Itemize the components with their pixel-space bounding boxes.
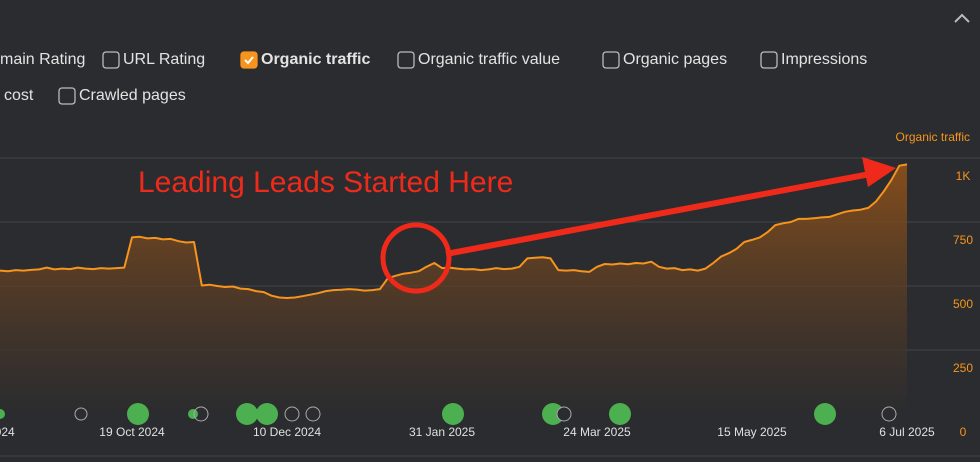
filter-label: Organic traffic <box>261 51 370 68</box>
x-tick-label: 10 Dec 2024 <box>253 425 321 439</box>
x-tick-label: 15 May 2025 <box>717 425 787 439</box>
checkbox[interactable] <box>602 51 620 69</box>
checkbox[interactable] <box>240 51 258 69</box>
y-tick-label: 750 <box>953 233 973 247</box>
checkbox[interactable] <box>397 51 415 69</box>
x-tick-label: 6 Jul 2025 <box>879 425 935 439</box>
filters: main Rating URL Rating Organic traffic Orga… <box>0 51 867 105</box>
y-tick-label: 1K <box>956 169 971 183</box>
filter-label: Organic pages <box>623 51 727 68</box>
annotation-shapes <box>380 157 896 294</box>
x-tick-label: 19 Oct 2024 <box>99 425 165 439</box>
y-tick-label: 250 <box>953 361 973 375</box>
filter-label: Organic traffic value <box>418 51 560 68</box>
y-tick-label: 500 <box>953 297 973 311</box>
event-markers <box>0 403 897 425</box>
area <box>0 164 907 414</box>
collapse-chevron[interactable] <box>954 13 970 23</box>
y-tick-label: 0 <box>960 425 967 439</box>
checkbox[interactable] <box>58 87 76 105</box>
x-axis: 2024 19 Oct 2024 10 Dec 2024 31 Jan 2025 24 … <box>0 425 935 439</box>
line <box>0 163 908 299</box>
checkmark <box>244 56 254 65</box>
filter-label: main Rating <box>0 51 85 68</box>
x-tick-label: 31 Jan 2025 <box>409 425 475 439</box>
plot <box>0 163 908 414</box>
axis-label: Organic traffic <box>896 130 970 144</box>
annotation-text: Leading Leads Started Here <box>138 166 513 199</box>
filter-label: URL Rating <box>123 51 205 68</box>
checkbox[interactable] <box>760 51 778 69</box>
filter-label: cost <box>4 87 34 104</box>
x-tick-label: 24 Mar 2025 <box>563 425 631 439</box>
x-tick-label: 2024 <box>0 425 15 439</box>
filter-label: Crawled pages <box>79 87 186 104</box>
filter-label: Impressions <box>781 51 867 68</box>
checkbox[interactable] <box>102 51 120 69</box>
